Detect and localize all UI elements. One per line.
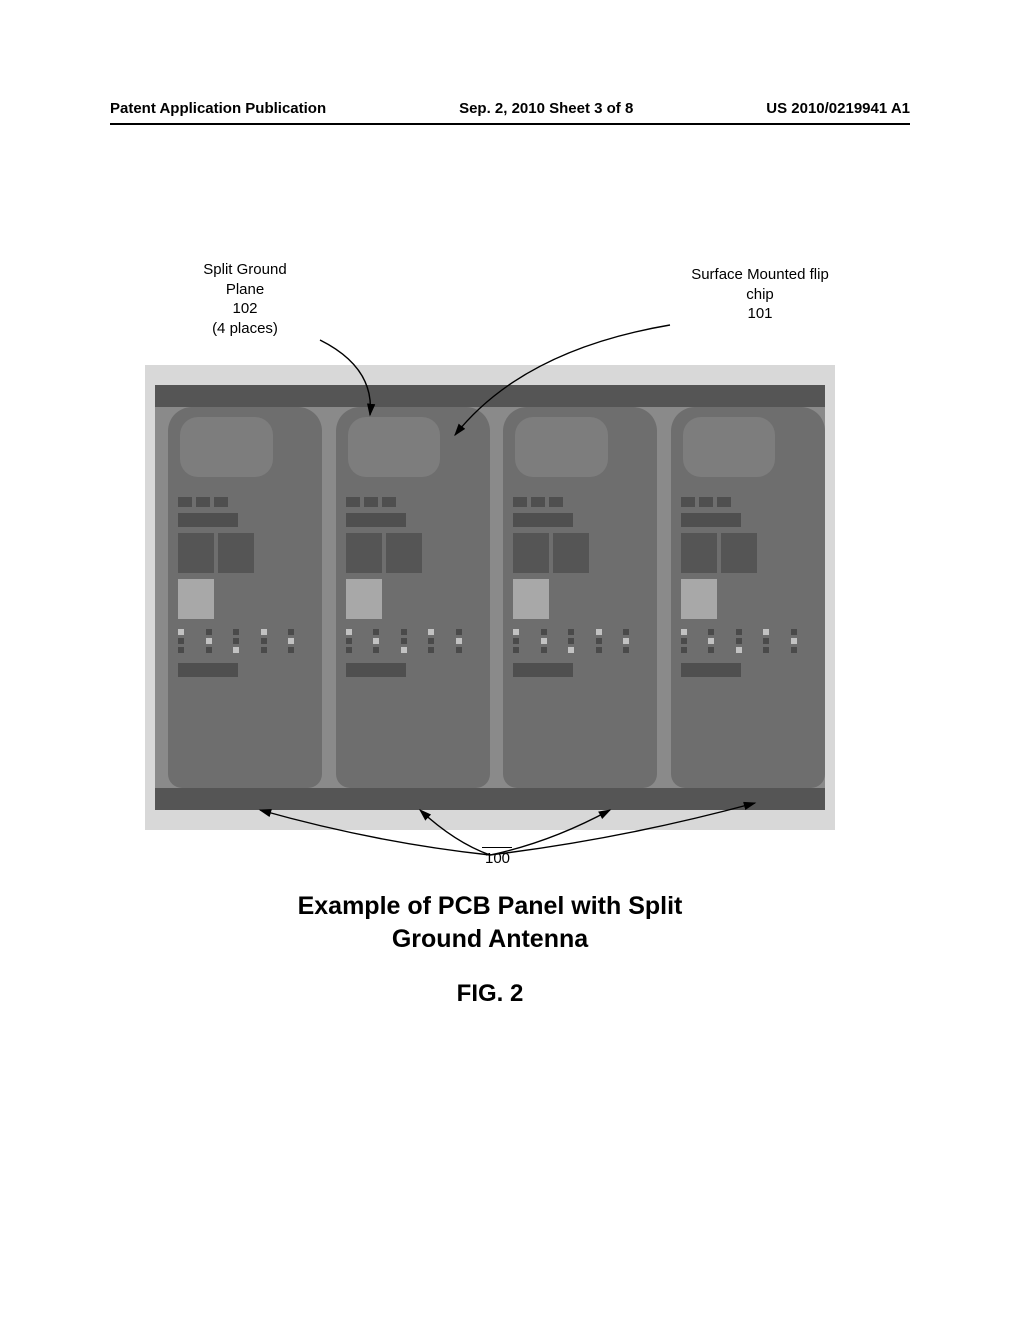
figure-caption: Example of PCB Panel with Split Ground A…: [90, 890, 890, 955]
caption-line: Ground Antenna: [90, 923, 890, 956]
label-text: chip: [660, 285, 860, 305]
panel-rail-top: [155, 385, 825, 407]
label-split-ground-plane: Split Ground Plane 102 (4 places): [170, 260, 320, 338]
header-row: Patent Application Publication Sep. 2, 2…: [110, 100, 910, 123]
header-center: Sep. 2, 2010 Sheet 3 of 8: [459, 100, 633, 117]
board-components: [346, 497, 480, 768]
header-left: Patent Application Publication: [110, 100, 326, 117]
panel-rail-bottom: [155, 788, 825, 810]
header-divider: [110, 123, 910, 125]
label-text: Split Ground: [170, 260, 320, 280]
pcb-board: [168, 407, 322, 788]
page-container: Patent Application Publication Sep. 2, 2…: [110, 100, 910, 265]
pcb-panel: [155, 385, 825, 810]
board-components: [178, 497, 312, 768]
board-components: [681, 497, 815, 768]
pcb-board: [671, 407, 825, 788]
ref-number: 100: [485, 850, 510, 867]
label-flip-chip: Surface Mounted flip chip 101: [660, 265, 860, 324]
header-right: US 2010/0219941 A1: [766, 100, 910, 117]
figure-number: FIG. 2: [90, 980, 890, 1008]
label-ref: 102: [170, 299, 320, 319]
label-text: Surface Mounted flip: [660, 265, 860, 285]
label-note: (4 places): [170, 319, 320, 339]
ref-100: 100: [485, 850, 510, 867]
pcb-board: [503, 407, 657, 788]
caption-line: Example of PCB Panel with Split: [90, 890, 890, 923]
pcb-board: [336, 407, 490, 788]
pcb-photo: [145, 365, 835, 830]
board-components: [513, 497, 647, 768]
label-text: Plane: [170, 280, 320, 300]
label-ref: 101: [660, 304, 860, 324]
